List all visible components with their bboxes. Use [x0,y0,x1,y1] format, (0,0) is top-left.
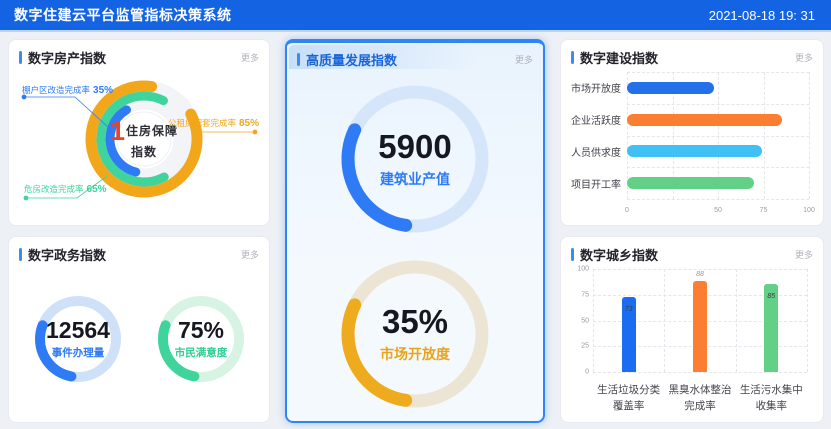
bar-row: 企业活跃度 [571,104,809,136]
panel-government-index[interactable]: 数字政务指数 更多 12564 事件办理量 75% 市民满意度 [8,236,270,423]
bar-column: 85 [736,269,807,372]
panel-title: 数字政务指数 [28,247,107,263]
events-gauge [35,296,121,382]
title-accent-bar [297,52,300,66]
chart-plot-area: 73 88 85 [593,269,808,373]
y-axis-ticks: 100 75 50 25 0 [577,265,589,376]
construction-output-label: 5900 建筑业产值 [378,127,452,187]
title-accent-bar [571,247,574,261]
panel-header: 数字房产指数 更多 [19,47,259,67]
x-axis-category-labels: 生活垃圾分类 覆盖率 黑臭水体整治 完成率 生活污水集中 收集率 [593,378,807,416]
panel-development-index[interactable]: 高质量发展指数 更多 5900 建筑业产值 35% 市场开放度 [285,39,545,423]
bar-market-openness [627,81,715,94]
callout-shantytown: 棚户区改造完成率 35% [22,85,114,96]
bar-row: 项目开工率 [571,167,809,199]
panel-title: 数字建设指数 [580,50,659,66]
more-link[interactable]: 更多 [794,249,813,260]
panel-title: 数字城乡指数 [580,247,659,263]
category-label: 生活污水集中 收集率 [739,384,803,412]
header-datetime: 2021-08-18 19: 31 [708,7,815,23]
housing-donut-chart [85,80,203,198]
title-accent-bar [19,50,22,64]
bar-row: 市场开放度 [571,72,809,104]
more-link[interactable]: 更多 [514,54,533,65]
bar-sewage-collection: 85 [764,284,779,372]
category-label: 生活垃圾分类 覆盖率 [597,384,661,412]
panel-urban-rural-index[interactable]: 数字城乡指数 更多 100 75 50 25 0 73 [560,236,824,423]
x-axis-ticks: 0 50 75 100 [625,207,815,214]
category-label: 黑臭水体整治 完成率 [668,384,732,412]
more-link[interactable]: 更多 [794,52,813,63]
bar-personnel-supply [627,145,762,158]
urban-bar-chart: 100 75 50 25 0 73 88 [571,263,811,416]
satisfaction-gauge-label: 75% 市民满意度 [174,316,228,359]
bar-category-label: 企业活跃度 [571,116,621,128]
right-column: 数字建设指数 更多 市场开放度 企业活跃度 [560,39,824,423]
panel-title: 高质量发展指数 [306,52,398,68]
construction-output-gauge [341,85,489,233]
title-accent-bar [19,247,22,261]
donut-center-label: 1 住房保障 指数 [109,116,179,160]
title-accent-bar [571,50,574,64]
more-link[interactable]: 更多 [240,249,259,260]
bar-row: 人员供求度 [571,136,809,168]
bar-value-label: 88 [696,271,704,279]
more-link[interactable]: 更多 [240,52,259,63]
left-column: 数字房产指数 更多 1 住房保障 指数 [8,39,270,423]
market-openness-gauge [341,260,489,408]
panel-header: 数字城乡指数 更多 [571,244,813,264]
panel-construction-index[interactable]: 数字建设指数 更多 市场开放度 企业活跃度 [560,39,824,226]
events-gauge-label: 12564 事件办理量 [46,316,110,359]
housing-index-value: 1 [109,116,125,146]
middle-column: 高质量发展指数 更多 5900 建筑业产值 35% 市场开放度 [285,39,545,423]
dashboard-grid: 数字房产指数 更多 1 住房保障 指数 [0,32,831,429]
bar-project-start-rate [627,177,755,190]
app-title: 数字住建云平台监管指标决策系统 [14,7,232,23]
callout-dilapidated: 危房改造完成率 65% [24,184,107,195]
bar-value-label: 85 [767,293,776,301]
bar-enterprise-activity [627,113,782,126]
construction-bar-chart: 市场开放度 企业活跃度 人员供求度 项目开工率 [571,72,815,217]
bar-category-label: 市场开放度 [571,84,621,96]
bar-category-label: 人员供求度 [571,147,621,159]
callout-public-rental: 公租房配套完成率 85% [167,118,259,129]
bar-category-label: 项目开工率 [571,179,621,191]
satisfaction-gauge [158,296,244,382]
panel-header: 高质量发展指数 更多 [289,45,541,69]
chart-gridlines [627,72,810,200]
panel-title: 数字房产指数 [28,50,107,66]
panel-header: 数字政务指数 更多 [19,244,259,264]
bar-value-label: 73 [624,305,633,313]
app-header: 数字住建云平台监管指标决策系统 2021-08-18 19: 31 [0,0,831,32]
bar-column: 73 [593,269,664,372]
bar-column: 88 [664,269,735,372]
panel-header: 数字建设指数 更多 [571,47,813,67]
bar-black-water: 88 [692,271,707,372]
market-openness-label: 35% 市场开放度 [380,302,450,362]
panel-real-estate-index[interactable]: 数字房产指数 更多 1 住房保障 指数 [8,39,270,226]
bar-waste-sorting: 73 [621,296,636,372]
